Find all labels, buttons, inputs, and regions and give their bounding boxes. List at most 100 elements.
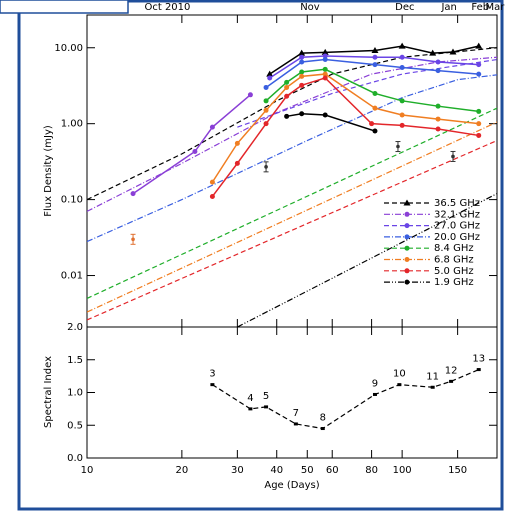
model-line [87,47,497,201]
data-line [211,73,479,183]
data-point [209,179,215,185]
data-point [264,405,269,409]
top-tick-label: Nov [300,2,320,13]
legend-marker [404,245,410,251]
model-line [87,74,497,243]
point-label: 5 [263,391,269,402]
data-point [322,71,328,77]
data-point [476,121,482,127]
data-point [298,49,306,56]
y-tick-label: 0.0 [67,453,83,464]
data-point [435,59,441,65]
data-point [371,47,379,54]
y-axis-title: Spectral Index [43,356,54,428]
legend-marker [404,279,410,285]
top-tick-label: Jan [440,2,456,13]
data-point [399,64,405,70]
plot [87,42,497,327]
index-line [212,369,479,430]
y-tick-label: 0.10 [61,195,83,206]
x-axis-title: Age (Days) [264,480,319,491]
point-label: 4 [247,393,253,404]
data-point [372,128,378,134]
data-point [293,422,298,426]
data-point [476,368,481,372]
x-tick-label: 30 [231,465,244,476]
data-point [299,73,305,79]
data-point [476,108,482,114]
point-label: 12 [445,365,458,376]
data-point [234,140,240,146]
x-tick-label: 10 [81,465,94,476]
data-point [322,112,328,118]
data-point [284,84,290,90]
x-tick-label: 100 [393,465,412,476]
data-line [269,45,479,75]
data-point [429,49,437,56]
data-point [299,59,305,65]
x-tick-label: 20 [175,465,188,476]
data-point [372,90,378,96]
legend-label: 36.5 GHz [434,198,480,209]
data-point [435,103,441,109]
y-tick-label: 0.5 [67,420,83,431]
model-line [87,121,497,313]
data-point [449,379,454,383]
data-point [299,69,305,75]
data-point [248,407,253,411]
data-point [263,107,269,113]
data-point [449,48,457,55]
model-line [237,58,497,128]
legend-marker [404,234,410,240]
x-tick-label: 40 [270,465,283,476]
y-tick-label: 1.00 [61,119,83,130]
data-point [209,124,215,130]
data-point [234,160,240,166]
data-point [209,193,215,199]
y-axis-title: Flux Density (mJy) [43,125,54,217]
legend-label: 1.9 GHz [434,277,474,288]
legend-label: 27.0 GHz [434,221,480,232]
legend-label: 6.8 GHz [434,255,474,266]
legend-label: 20.0 GHz [434,232,480,243]
x-tick-label: 150 [448,465,467,476]
data-point [475,42,483,49]
point-label: 13 [472,354,485,365]
y-tick-label: 0.01 [61,271,83,282]
data-point [322,57,328,63]
data-point [322,75,328,81]
data-point [130,191,136,197]
plot [210,368,481,431]
x-tick-label: 50 [301,465,314,476]
data-point [299,54,305,60]
legend-label: 5.0 GHz [434,266,474,277]
top-tick-label: Feb [471,2,489,13]
data-point [476,132,482,138]
y-tick-label: 2.0 [67,322,83,333]
data-point [476,62,482,68]
data-point [284,79,290,85]
data-point [435,68,441,74]
data-line [286,113,376,132]
data-point [322,53,328,59]
model-line [87,56,497,212]
top-tick-label: Oct 2010 [144,2,190,13]
data-point [399,98,405,104]
data-point [284,113,290,119]
legend-label: 8.4 GHz [434,243,474,254]
top-tick-label: Dec [395,2,414,13]
data-point [263,84,269,90]
data-point [399,54,405,60]
y-tick-label: 1.5 [67,355,83,366]
point-label: 9 [372,378,378,389]
legend-marker [403,199,411,206]
point-label: 10 [393,369,406,380]
data-point [263,121,269,127]
data-point [369,121,375,127]
x-tick-label: 60 [326,465,339,476]
y-tick-label: 1.0 [67,388,83,399]
legend-marker [404,223,410,229]
point-label: 7 [293,408,299,419]
point-label: 8 [320,413,326,424]
